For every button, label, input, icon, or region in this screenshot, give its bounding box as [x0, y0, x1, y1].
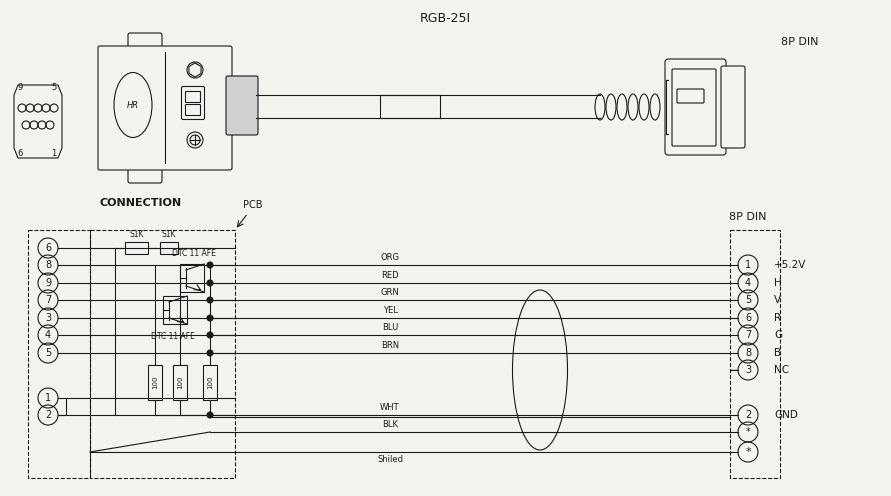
Text: 1: 1: [45, 393, 51, 403]
Bar: [160, 242, 178, 254]
Text: 6: 6: [45, 243, 51, 253]
Text: 8P DIN: 8P DIN: [781, 37, 819, 47]
Text: HR: HR: [127, 101, 139, 110]
FancyBboxPatch shape: [128, 161, 162, 183]
Text: H: H: [774, 278, 781, 288]
Text: 2: 2: [745, 410, 751, 420]
Text: YEL: YEL: [382, 306, 397, 315]
Bar: [90, 230, 235, 478]
Text: 5: 5: [45, 348, 51, 358]
Text: BRN: BRN: [381, 341, 399, 350]
Bar: [148, 365, 162, 400]
Circle shape: [207, 332, 213, 338]
Bar: [125, 242, 148, 254]
Text: B: B: [774, 348, 781, 358]
Ellipse shape: [617, 94, 627, 120]
Text: 7: 7: [745, 330, 751, 340]
Ellipse shape: [650, 94, 660, 120]
Text: 7: 7: [45, 295, 51, 305]
Text: 4: 4: [745, 278, 751, 288]
Text: *: *: [745, 447, 751, 457]
Text: G: G: [774, 330, 782, 340]
Text: 8: 8: [745, 348, 751, 358]
Text: 1: 1: [745, 260, 751, 270]
FancyBboxPatch shape: [226, 76, 258, 135]
Text: NC: NC: [774, 365, 789, 375]
Text: 4: 4: [45, 330, 51, 340]
Text: 6: 6: [745, 313, 751, 323]
Circle shape: [207, 350, 213, 356]
Circle shape: [207, 412, 213, 418]
Text: Shiled: Shiled: [377, 455, 403, 464]
Text: CONNECTION: CONNECTION: [100, 198, 182, 208]
Text: 3: 3: [745, 365, 751, 375]
Circle shape: [207, 262, 213, 268]
Text: 2: 2: [45, 410, 51, 420]
Text: 5: 5: [52, 83, 57, 92]
Text: 100: 100: [177, 376, 183, 389]
Text: PCB: PCB: [243, 200, 263, 210]
Text: RED: RED: [381, 271, 399, 280]
Ellipse shape: [595, 94, 605, 120]
Text: *: *: [746, 427, 750, 437]
Text: 100: 100: [152, 376, 158, 389]
Ellipse shape: [639, 94, 649, 120]
Text: GND: GND: [774, 410, 797, 420]
FancyBboxPatch shape: [98, 46, 232, 170]
Text: RGB-25I: RGB-25I: [420, 12, 470, 25]
FancyBboxPatch shape: [721, 66, 745, 148]
Text: 6: 6: [17, 149, 22, 159]
Text: BLK: BLK: [382, 420, 398, 429]
Bar: [173, 365, 187, 400]
Text: 100: 100: [207, 376, 213, 389]
Text: DTC 11 AFE: DTC 11 AFE: [172, 249, 216, 258]
Bar: [203, 365, 217, 400]
Text: BLU: BLU: [382, 323, 398, 332]
Text: 9: 9: [45, 278, 51, 288]
Text: V: V: [774, 295, 781, 305]
Bar: [180, 264, 204, 292]
Circle shape: [207, 280, 213, 286]
Text: 3: 3: [45, 313, 51, 323]
Text: 8P DIN: 8P DIN: [729, 212, 767, 222]
Text: S1K: S1K: [129, 230, 143, 239]
Bar: [28, 230, 90, 478]
Text: R: R: [774, 313, 781, 323]
Text: 8: 8: [45, 260, 51, 270]
Text: GRN: GRN: [380, 288, 399, 297]
Circle shape: [207, 315, 213, 321]
Text: S1K: S1K: [162, 230, 176, 239]
FancyBboxPatch shape: [128, 33, 162, 55]
Text: 1: 1: [52, 149, 57, 159]
Text: 5: 5: [745, 295, 751, 305]
Bar: [163, 296, 187, 324]
Text: 9: 9: [18, 83, 22, 92]
Text: ORG: ORG: [380, 253, 399, 262]
Text: +5.2V: +5.2V: [774, 260, 806, 270]
Text: DTC 11 AFE: DTC 11 AFE: [151, 332, 195, 341]
Ellipse shape: [606, 94, 616, 120]
Text: WHT: WHT: [380, 403, 400, 412]
Bar: [730, 230, 780, 478]
Ellipse shape: [628, 94, 638, 120]
Circle shape: [207, 297, 213, 303]
FancyBboxPatch shape: [665, 59, 726, 155]
